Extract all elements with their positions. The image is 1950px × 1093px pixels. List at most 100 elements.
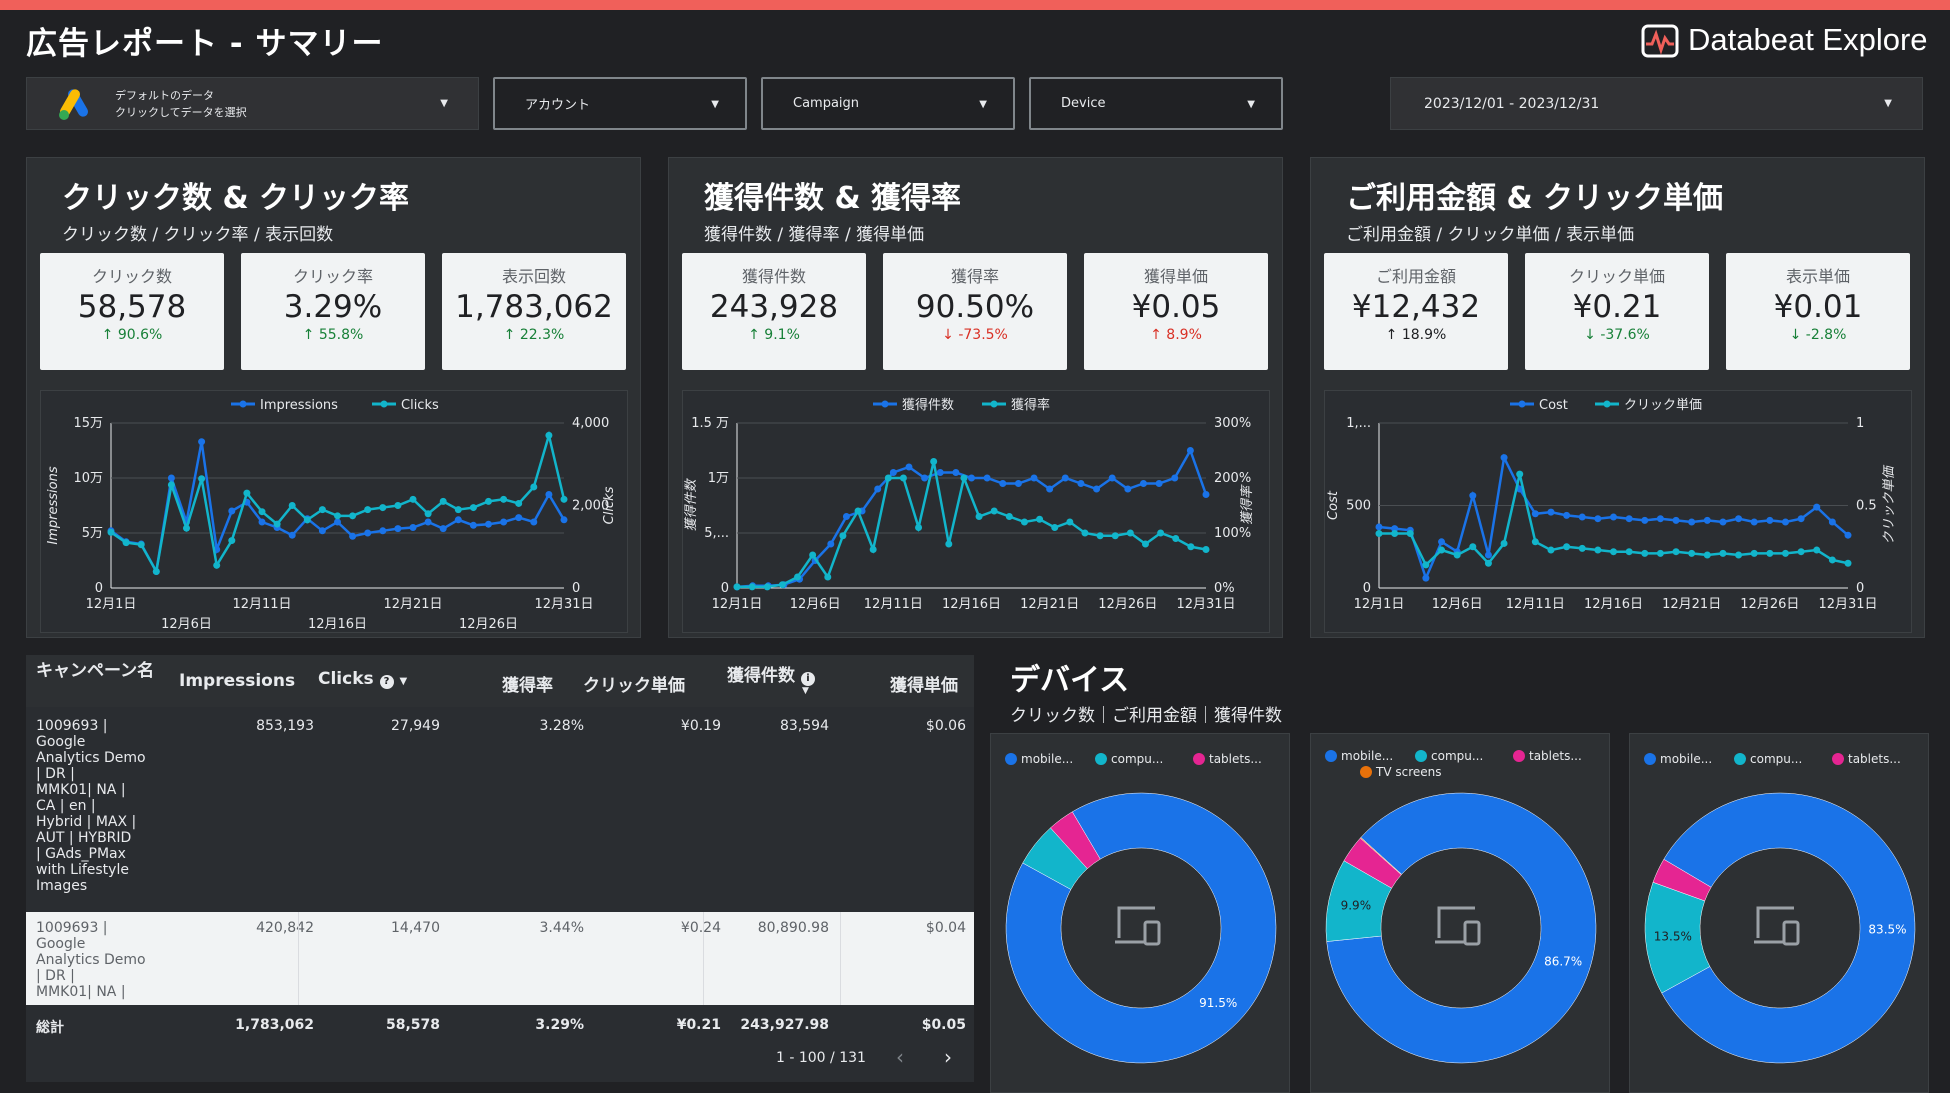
campaign-name-line: 1009693 |	[36, 920, 108, 936]
clicks-cell: 14,470	[391, 920, 440, 936]
y-tick-label: 5万	[82, 526, 103, 541]
column-header-clicks[interactable]: Clicks ? ▼	[318, 669, 407, 689]
data-point	[183, 524, 190, 532]
data-point	[545, 431, 553, 439]
legend-marker	[1518, 400, 1526, 408]
legend-label: クリック単価	[1624, 397, 1702, 413]
table-row[interactable]: 1009693 | Google Analytics Demo | DR | MMK01…	[26, 912, 974, 1005]
kpi-card[interactable]: クリック数 58,578 ↑ 90.6%	[40, 253, 224, 370]
conversions-header-label: 獲得件数	[727, 666, 795, 686]
kpi-card[interactable]: クリック単価 ¥0.21 ↓ -37.6%	[1525, 253, 1709, 370]
legend-dot	[1734, 753, 1746, 765]
x-tick-label: 12月1日	[712, 597, 763, 612]
kpi-label: 獲得率	[950, 267, 999, 286]
devices-icon	[1115, 906, 1161, 946]
date-range-picker[interactable]: 2023/12/01 - 2023/12/31 ▼	[1390, 77, 1923, 130]
donut-clicks[interactable]: mobile... compu... tablets... 91.5%	[990, 733, 1290, 1093]
donut-conversions[interactable]: mobile... compu... tablets... 83.5% 13.5%	[1629, 733, 1929, 1093]
data-point	[1469, 492, 1477, 500]
y2-axis-title: クリック単価	[1882, 465, 1897, 545]
y2-tick-label: 100%	[1214, 526, 1251, 541]
y-tick-label: 0	[721, 581, 729, 596]
data-point	[152, 568, 160, 575]
prev-page-button[interactable]: ‹	[896, 1045, 904, 1069]
data-point	[839, 532, 847, 540]
data-point	[763, 583, 771, 591]
donut-cost[interactable]: mobile... compu... tablets... TV screens 86.…	[1310, 733, 1610, 1093]
column-header-impressions[interactable]: Impressions	[179, 671, 296, 691]
campaign-name-line: with Lifestyle	[36, 862, 129, 878]
donut-legend: mobile... compu... tablets...	[1005, 752, 1262, 766]
phone-shape	[1143, 920, 1161, 946]
kpi-card[interactable]: クリック率 3.29% ↑ 55.8%	[241, 253, 425, 370]
series-line	[110, 430, 566, 576]
data-point	[273, 520, 281, 528]
datasource-selector[interactable]: デフォルトのデータ クリックしてデータを選択 ▼	[26, 77, 479, 130]
table-row[interactable]: 1009693 | Google Analytics Demo | DR | MMK01…	[26, 710, 974, 910]
data-point	[952, 469, 960, 476]
kpi-value: 1,783,062	[455, 289, 613, 325]
data-point	[1111, 532, 1119, 540]
data-point	[364, 529, 372, 537]
account-filter[interactable]: アカウント ▼	[493, 77, 747, 130]
data-point	[1014, 480, 1022, 487]
data-point	[1077, 480, 1085, 487]
x-tick-label: 12月6日	[161, 617, 212, 632]
data-point	[1735, 515, 1743, 523]
cost-cpc-chart[interactable]: Cost クリック単価 1,... 500 0 1 0.5 0 Cost クリック単価 12月1日 1…	[1324, 390, 1912, 633]
data-point	[1625, 515, 1633, 523]
column-header-cpa[interactable]: 獲得単価	[890, 676, 958, 696]
kpi-card[interactable]: ご利用金額 ¥12,432 ↑ 18.9%	[1324, 253, 1508, 370]
data-point	[243, 489, 251, 497]
data-point	[1202, 546, 1210, 553]
impressions-clicks-chart[interactable]: Impressions Clicks 15万 10万 5万 0 4,000 2,000 0 Imp…	[40, 390, 628, 633]
data-point	[794, 573, 802, 581]
data-point	[198, 438, 206, 446]
data-point	[1422, 561, 1430, 569]
y2-tick-label: 200%	[1214, 471, 1251, 486]
data-point	[824, 573, 832, 581]
brand[interactable]: Databeat Explore	[1640, 20, 1928, 60]
data-point	[258, 508, 266, 516]
x-tick-label: 12月11日	[232, 597, 291, 612]
campaign-name-line: AUT | HYBRID	[36, 830, 132, 846]
phone-shape	[1782, 920, 1800, 946]
kpi-change: ↓ -37.6%	[1584, 327, 1650, 343]
data-point	[303, 516, 311, 524]
next-page-button[interactable]: ›	[944, 1045, 952, 1069]
databeat-logo-icon	[1641, 24, 1679, 58]
column-header-cvr[interactable]: 獲得率	[502, 676, 553, 696]
legend-label: tablets...	[1529, 749, 1582, 763]
kpi-label: 獲得単価	[1143, 267, 1208, 286]
data-point	[1594, 546, 1602, 554]
data-point	[1516, 470, 1524, 478]
data-point	[1051, 524, 1059, 531]
conversions-chart[interactable]: 獲得件数 獲得率 1.5 万 1万 5,... 0 300% 200% 100% 0% 獲得件数 獲得…	[682, 390, 1270, 633]
kpi-card[interactable]: 獲得単価 ¥0.05 ↑ 8.9%	[1084, 253, 1268, 370]
data-point	[424, 518, 432, 526]
donut-legend: mobile... compu... tablets...	[1644, 752, 1901, 766]
device-filter-label: Device	[1061, 96, 1106, 111]
kpi-card[interactable]: 獲得件数 243,928 ↑ 9.1%	[682, 253, 866, 370]
kpi-label: ご利用金額	[1375, 267, 1456, 286]
data-point	[1036, 515, 1044, 523]
campaign-name-line: Hybrid | MAX |	[36, 814, 137, 830]
cvr-cell: 3.28%	[539, 718, 584, 734]
chart-legend: 獲得件数 獲得率	[873, 397, 1050, 413]
column-header-conversions[interactable]: 獲得件数 i ▼	[727, 661, 815, 696]
legend-label: 獲得件数	[902, 397, 954, 413]
kpi-card[interactable]: 表示回数 1,783,062 ↑ 22.3%	[442, 253, 626, 370]
device-filter[interactable]: Device ▼	[1029, 77, 1283, 130]
campaign-name-cell: 1009693 | Google Analytics Demo | DR | MMK01…	[36, 920, 166, 1000]
column-header-cpc[interactable]: クリック単価	[583, 676, 685, 696]
campaign-filter[interactable]: Campaign ▼	[761, 77, 1015, 130]
data-point	[930, 458, 938, 465]
data-point	[884, 474, 892, 482]
column-header-campaign[interactable]: キャンペーン名	[36, 661, 155, 681]
legend-marker	[990, 400, 998, 408]
kpi-card[interactable]: 獲得率 90.50% ↓ -73.5%	[883, 253, 1067, 370]
conversions-cell: 83,594	[780, 718, 829, 734]
data-point	[1781, 518, 1789, 526]
kpi-card[interactable]: 表示単価 ¥0.01 ↓ -2.8%	[1726, 253, 1910, 370]
legend-dot	[1832, 753, 1844, 765]
